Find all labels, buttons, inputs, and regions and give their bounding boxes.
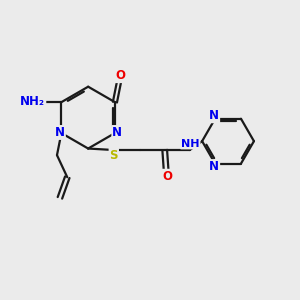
Text: O: O [163, 170, 173, 183]
Text: N: N [209, 109, 219, 122]
Text: N: N [112, 126, 122, 139]
Text: N: N [55, 126, 65, 139]
Text: NH₂: NH₂ [20, 95, 45, 108]
Text: N: N [209, 160, 219, 173]
Text: O: O [115, 69, 125, 82]
Text: S: S [110, 148, 118, 161]
Text: NH: NH [181, 139, 200, 148]
